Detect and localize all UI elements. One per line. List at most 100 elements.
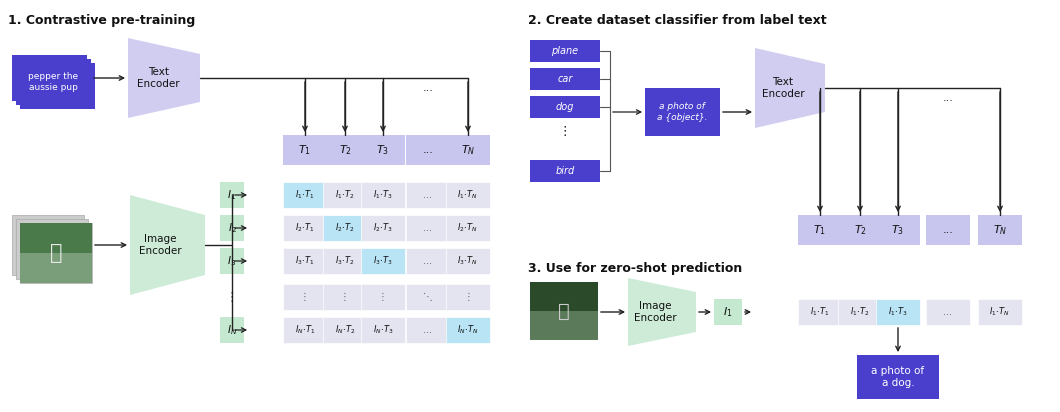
Bar — [406, 317, 450, 343]
Text: 🐕: 🐕 — [50, 243, 63, 263]
Bar — [446, 135, 490, 165]
Bar — [838, 215, 882, 245]
Bar — [323, 182, 367, 208]
Bar — [20, 223, 92, 283]
Text: $I_{3}\!\cdot\!T_{N}$: $I_{3}\!\cdot\!T_{N}$ — [458, 255, 478, 267]
Text: $I_{2}\!\cdot\!T_{N}$: $I_{2}\!\cdot\!T_{N}$ — [458, 222, 478, 234]
Polygon shape — [755, 48, 825, 128]
Text: car: car — [558, 74, 572, 84]
Text: ...: ... — [424, 223, 432, 233]
Bar — [926, 215, 970, 245]
Bar — [12, 55, 87, 101]
Text: ...: ... — [943, 307, 953, 317]
Text: 1. Contrastive pre-training: 1. Contrastive pre-training — [8, 14, 195, 27]
Text: $T_{2}$: $T_{2}$ — [853, 223, 866, 237]
Bar — [283, 135, 326, 165]
Text: 2. Create dataset classifier from label text: 2. Create dataset classifier from label … — [528, 14, 827, 27]
Bar — [361, 215, 405, 241]
Text: dog: dog — [555, 102, 575, 112]
Bar — [530, 96, 600, 118]
Text: $I_{1}\!\cdot\!T_{1}$: $I_{1}\!\cdot\!T_{1}$ — [295, 189, 315, 201]
Bar — [283, 215, 326, 241]
Bar — [798, 215, 842, 245]
Text: $I_1\!\cdot\!T_{3}$: $I_1\!\cdot\!T_{3}$ — [888, 306, 908, 318]
Text: $I_{2}\!\cdot\!T_{3}$: $I_{2}\!\cdot\!T_{3}$ — [373, 222, 393, 234]
Text: bird: bird — [555, 166, 575, 176]
Bar — [220, 215, 244, 241]
Text: Text
Encoder: Text Encoder — [137, 67, 179, 89]
Polygon shape — [130, 195, 205, 295]
Text: ⋮: ⋮ — [226, 290, 238, 304]
Text: $I_{2}\!\cdot\!T_{2}$: $I_{2}\!\cdot\!T_{2}$ — [335, 222, 355, 234]
Text: Image
Encoder: Image Encoder — [634, 301, 676, 323]
Bar — [361, 135, 405, 165]
Text: ...: ... — [423, 145, 434, 155]
Text: $T_{2}$: $T_{2}$ — [338, 143, 352, 157]
Text: $I_{3}\!\cdot\!T_{1}$: $I_{3}\!\cdot\!T_{1}$ — [295, 255, 315, 267]
Bar — [876, 215, 920, 245]
Bar — [20, 223, 92, 283]
Bar — [530, 282, 598, 340]
Text: 🐕: 🐕 — [559, 302, 570, 321]
Bar — [530, 40, 600, 62]
Bar — [978, 299, 1022, 325]
Text: ...: ... — [424, 256, 432, 266]
Bar — [323, 215, 367, 241]
Bar — [838, 299, 882, 325]
Text: $I_{1}$: $I_{1}$ — [228, 188, 236, 202]
Text: plane: plane — [551, 46, 579, 56]
Bar — [20, 223, 92, 253]
Text: $I_1\!\cdot\!T_{1}$: $I_1\!\cdot\!T_{1}$ — [810, 306, 830, 318]
Text: $T_{1}$: $T_{1}$ — [299, 143, 312, 157]
Text: ⋱: ⋱ — [423, 292, 432, 302]
Bar — [446, 284, 490, 310]
Text: $I_{3}\!\cdot\!T_{3}$: $I_{3}\!\cdot\!T_{3}$ — [373, 255, 393, 267]
Text: ...: ... — [423, 83, 434, 93]
Text: a photo of
a dog.: a photo of a dog. — [871, 366, 924, 388]
Bar — [361, 182, 405, 208]
Text: ⋮: ⋮ — [300, 292, 310, 302]
Bar — [283, 248, 326, 274]
Text: $T_{N}$: $T_{N}$ — [993, 223, 1007, 237]
Bar — [283, 182, 326, 208]
Text: $I_{N}\!\cdot\!T_{N}$: $I_{N}\!\cdot\!T_{N}$ — [457, 324, 479, 336]
Text: pepper the
aussie pup: pepper the aussie pup — [28, 72, 78, 92]
Text: $I_{N}\!\cdot\!T_{1}$: $I_{N}\!\cdot\!T_{1}$ — [295, 324, 315, 336]
Text: Image
Encoder: Image Encoder — [139, 234, 181, 256]
Bar — [406, 135, 450, 165]
Bar — [406, 284, 450, 310]
Bar — [798, 299, 842, 325]
Bar — [323, 135, 367, 165]
Text: $T_{3}$: $T_{3}$ — [891, 223, 904, 237]
Text: 3. Use for zero-shot prediction: 3. Use for zero-shot prediction — [528, 262, 742, 275]
Polygon shape — [128, 38, 200, 118]
Text: $T_{1}$: $T_{1}$ — [813, 223, 827, 237]
Bar — [446, 182, 490, 208]
Bar — [323, 248, 367, 274]
Text: $I_{2}\!\cdot\!T_{1}$: $I_{2}\!\cdot\!T_{1}$ — [295, 222, 315, 234]
Text: $I_{N}\!\cdot\!T_{3}$: $I_{N}\!\cdot\!T_{3}$ — [373, 324, 393, 336]
Text: $I_1\!\cdot\!T_{N}$: $I_1\!\cdot\!T_{N}$ — [989, 306, 1010, 318]
Bar — [714, 299, 742, 325]
Text: $I_{2}$: $I_{2}$ — [228, 221, 236, 235]
Bar — [283, 284, 326, 310]
Bar — [361, 317, 405, 343]
Text: a photo of
a {object}.: a photo of a {object}. — [657, 102, 707, 122]
Bar — [530, 282, 598, 311]
Text: ...: ... — [942, 93, 953, 103]
Text: ...: ... — [424, 190, 432, 200]
Text: ⋮: ⋮ — [340, 292, 350, 302]
Polygon shape — [628, 278, 696, 346]
Bar — [406, 215, 450, 241]
Bar — [856, 355, 939, 399]
Bar — [406, 248, 450, 274]
Text: $T_{N}$: $T_{N}$ — [461, 143, 475, 157]
Text: $I_1$: $I_1$ — [723, 305, 732, 319]
Bar — [16, 59, 91, 105]
Bar — [446, 317, 490, 343]
Bar — [20, 63, 95, 109]
Text: ⋮: ⋮ — [463, 292, 473, 302]
Bar — [220, 317, 244, 343]
Bar — [16, 219, 88, 279]
Bar — [926, 299, 970, 325]
